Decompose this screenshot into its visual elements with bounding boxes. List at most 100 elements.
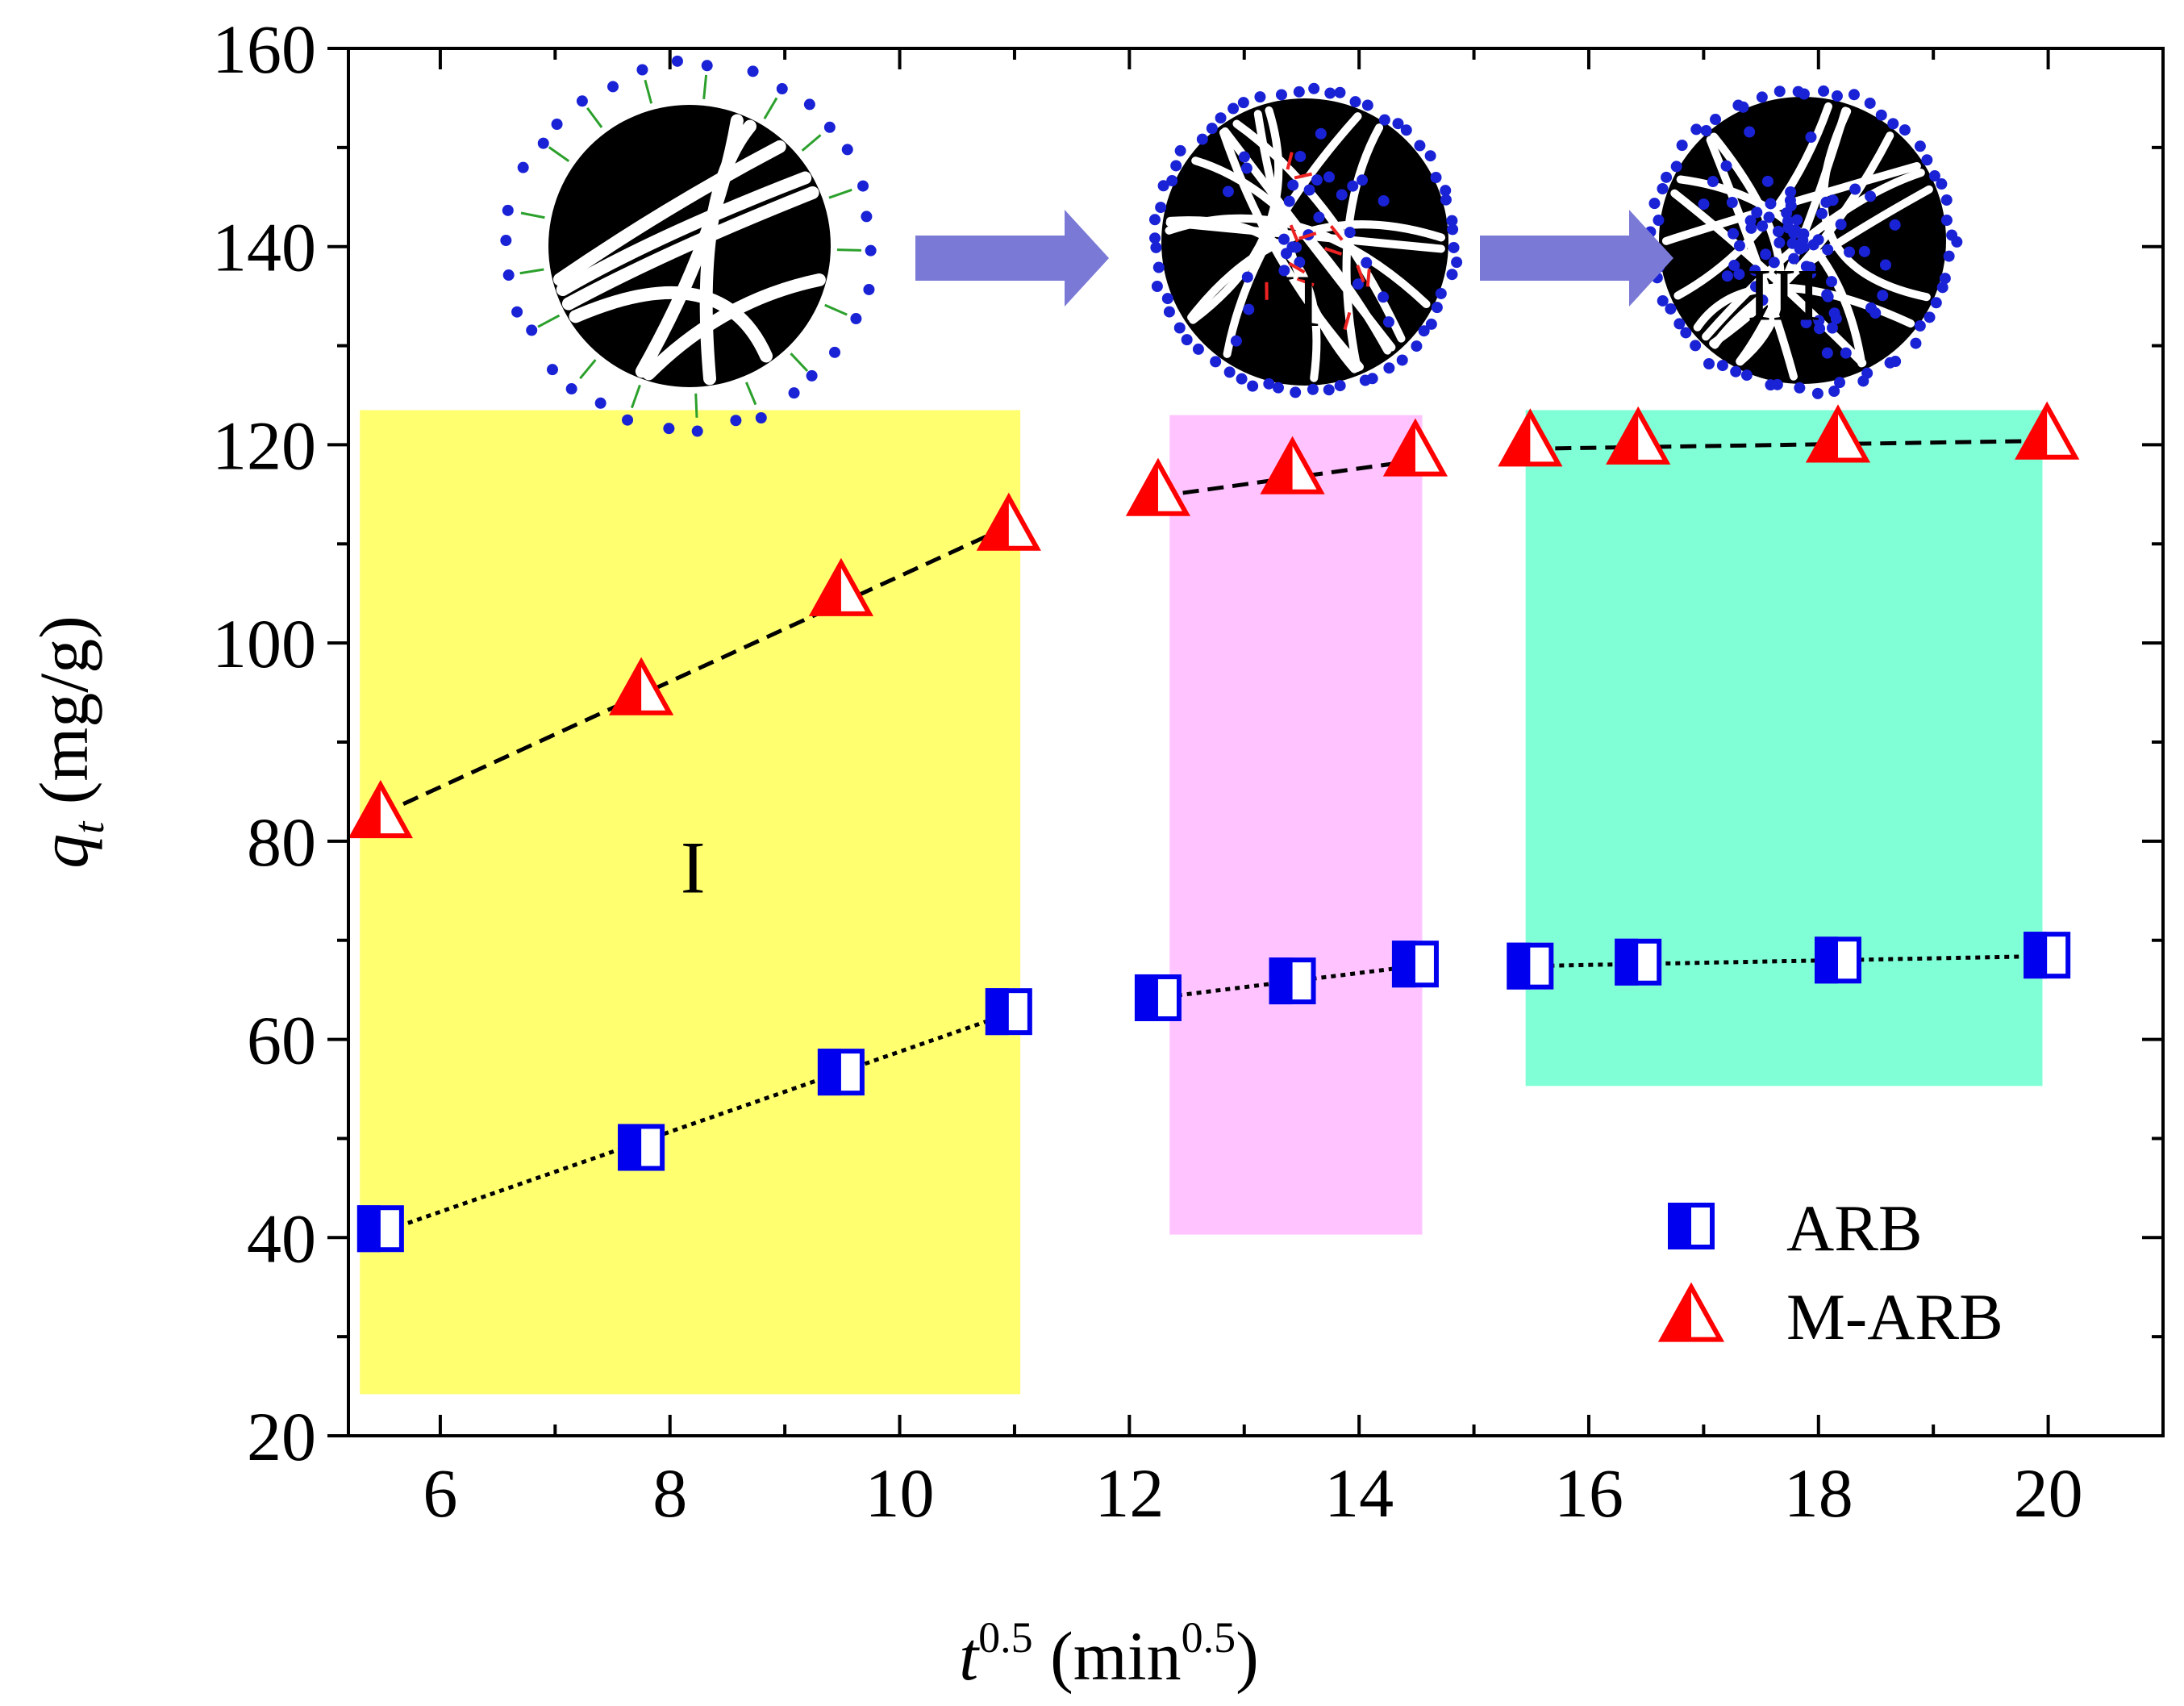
region-iii	[1525, 410, 2043, 1087]
adsorbate-dot	[1174, 144, 1186, 156]
adsorbate-dot	[1813, 315, 1825, 327]
marker-outline	[1125, 457, 1191, 516]
adsorbate-dot	[1294, 257, 1306, 269]
point-m-arb	[976, 492, 1041, 551]
adsorbate-dot	[1858, 245, 1870, 257]
adsorbate-dot	[1382, 316, 1394, 328]
point-arb	[985, 988, 1032, 1036]
axis-ticks: 6 8 10 12 14 16 18 20 20 40 60 80 100 120 140 160	[212, 10, 2165, 1532]
adsorbate-dot	[1352, 278, 1364, 290]
diffusion-arrow	[828, 188, 852, 199]
adsorbate-dot	[1155, 202, 1167, 214]
y-tick-label: 80	[247, 803, 316, 881]
point-arb	[1507, 942, 1554, 990]
point-m-arb	[348, 779, 413, 839]
adsorbate-dot	[1665, 302, 1677, 315]
adsorbate-dot	[1740, 369, 1753, 382]
adsorbate-dot	[1815, 207, 1828, 219]
legend: ARB M-ARB	[1657, 1191, 2003, 1354]
adsorbate-dot	[1840, 347, 1852, 359]
adsorbate-dot	[863, 283, 875, 295]
adsorbate-dot	[1690, 340, 1702, 352]
adsorbate-dot	[1794, 382, 1806, 394]
legend-marker-m-arb	[1657, 1282, 1725, 1342]
diffusion-arrow	[519, 268, 544, 275]
stage-arrow-2	[1480, 210, 1673, 307]
adsorbate-dot	[1378, 194, 1390, 206]
adsorbate-dot	[526, 324, 538, 336]
adsorbate-dot	[1149, 232, 1161, 244]
adsorbate-dot	[1287, 179, 1299, 191]
particle-stage-3	[1644, 85, 1963, 399]
point-arb	[1615, 938, 1662, 986]
adsorbate-dot	[1768, 257, 1780, 269]
adsorbate-dot	[1757, 220, 1769, 232]
adsorbate-dot	[1939, 273, 1951, 285]
diffusion-arrow	[1286, 152, 1294, 170]
adsorbate-dot	[1785, 200, 1797, 212]
adsorbate-dot	[1936, 178, 1948, 190]
adsorbate-dot	[1161, 293, 1173, 305]
adsorbate-dot	[730, 415, 742, 427]
adsorbate-dot	[1821, 347, 1833, 359]
marker-outline	[609, 657, 674, 715]
adsorbate-dot	[1794, 243, 1806, 255]
pore-channel	[1191, 156, 1392, 355]
adsorbate-dot	[1150, 241, 1162, 253]
adsorbate-dot	[537, 137, 549, 149]
adsorbate-dot	[1726, 196, 1738, 208]
diffusion-arrow	[1343, 311, 1352, 331]
adsorbate-dot	[663, 423, 675, 435]
adsorbate-dot	[1940, 215, 1953, 227]
adsorbate-dot	[1238, 151, 1250, 163]
diffusion-arrow	[763, 97, 778, 120]
adsorbate-dot	[1826, 322, 1838, 334]
adsorbate-dot	[1323, 384, 1335, 396]
adsorbate-dot	[565, 383, 577, 395]
adsorbate-dot	[1940, 194, 1953, 206]
point-m-arb	[1260, 436, 1325, 494]
adsorbate-dot	[823, 121, 836, 133]
adsorbate-dot	[1357, 174, 1369, 186]
adsorbate-dot	[841, 144, 853, 156]
region-i	[360, 410, 1021, 1395]
adsorbate-dot	[1334, 86, 1346, 98]
adsorbate-dot	[1943, 250, 1955, 262]
adsorbate-dot	[511, 306, 523, 318]
adsorbate-dot	[806, 369, 818, 382]
diffusion-arrow	[537, 314, 561, 328]
fit-line-m-arb	[379, 523, 1010, 816]
diffusion-arrow	[586, 106, 603, 128]
adsorbate-dot	[1737, 101, 1749, 113]
point-m-arb	[609, 657, 674, 715]
adsorbate-dot	[1733, 240, 1745, 252]
adsorbate-dot	[1448, 241, 1460, 253]
region-label-iii: III	[1747, 254, 1821, 336]
particle-stage-1	[500, 55, 877, 437]
adsorbate-dot	[1670, 161, 1682, 173]
y-tick-label: 100	[212, 605, 316, 682]
x-tick-label: 20	[2014, 1454, 2083, 1532]
adsorbate-dot	[1313, 211, 1325, 223]
point-arb	[1269, 957, 1316, 1005]
adsorbate-dot	[1359, 374, 1371, 386]
adsorbate-dot	[1830, 313, 1842, 325]
adsorbate-dot	[1307, 383, 1319, 395]
adsorbate-dot	[1653, 215, 1665, 227]
adsorbate-dot	[1765, 379, 1777, 391]
legend-label-arb: ARB	[1786, 1191, 1923, 1265]
marker-outline	[2015, 401, 2080, 460]
marker-outline	[976, 492, 1041, 551]
marker-outline	[1615, 938, 1662, 986]
adsorbate-dot	[607, 81, 619, 93]
marker-outline	[985, 988, 1032, 1036]
adsorbate-dot	[1247, 380, 1259, 392]
adsorbate-dot	[1673, 318, 1686, 330]
region-label-i: I	[681, 827, 706, 909]
legend-marker-arb	[1668, 1203, 1715, 1249]
marker-outline	[1134, 974, 1182, 1021]
marker-outline	[808, 557, 874, 616]
adsorbate-dot	[1720, 160, 1732, 172]
adsorbate-dot	[691, 425, 703, 437]
marker-outline	[1269, 957, 1316, 1005]
